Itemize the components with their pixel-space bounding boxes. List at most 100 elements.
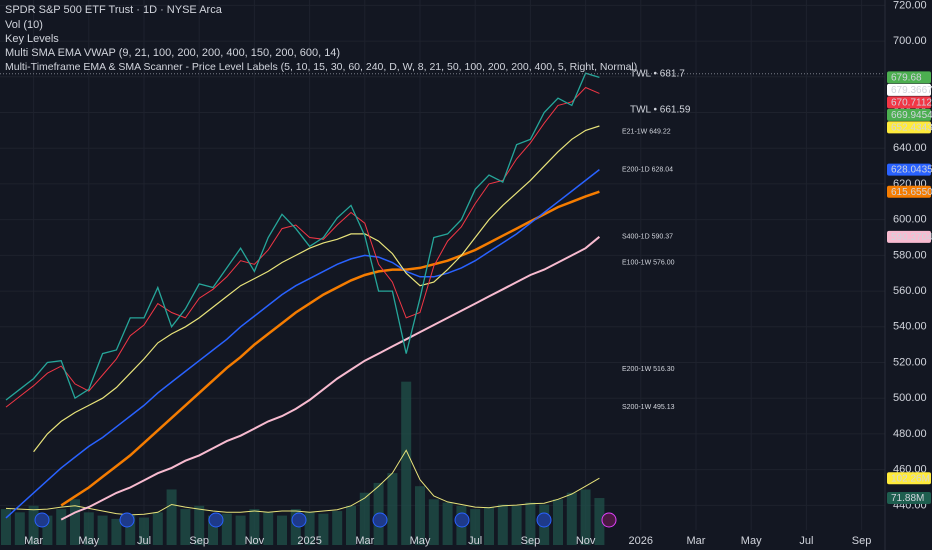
dividend-marker [208, 512, 224, 528]
x-tick-label: 2026 [629, 535, 653, 547]
y-tick-label: 560.00 [893, 285, 927, 297]
x-tick-label: Sep [852, 535, 872, 547]
x-tick-label: Nov [576, 535, 596, 547]
volume-bar [580, 489, 591, 545]
event-marker [601, 512, 617, 528]
chart-title: SPDR S&P 500 ETF Trust · 1D · NYSE Arca [5, 4, 223, 16]
volume-bar [42, 515, 53, 545]
price-label-box [887, 185, 931, 198]
volume-bar [249, 509, 260, 545]
x-tick-label: Nov [245, 535, 265, 547]
y-tick-label: 700.00 [893, 35, 927, 47]
dividend-marker [34, 512, 50, 528]
y-tick-label: 640.00 [893, 142, 927, 154]
price-label: 670.7112 [891, 97, 932, 108]
volume-bar [28, 505, 39, 545]
price-label: 102.26M [891, 473, 930, 484]
volume-bar [415, 486, 425, 545]
volume-bar [1, 509, 11, 545]
price-line [60, 236, 601, 521]
volume-bar [139, 517, 149, 545]
level-label: E21-1W 649.22 [622, 129, 671, 136]
volume-ma-line [5, 449, 600, 516]
price-label-box [887, 71, 931, 84]
volume-bar [428, 499, 439, 545]
price-line [5, 72, 600, 401]
price-label-box [887, 83, 931, 96]
volume-bar [14, 512, 25, 545]
volume-bar [359, 492, 370, 545]
volume-bar [235, 515, 246, 545]
level-label: E200-1D 628.04 [622, 166, 673, 173]
volume-bar [332, 511, 343, 545]
volume-bar [304, 512, 315, 545]
x-tick-label: May [410, 535, 431, 547]
volume-bar [511, 505, 522, 545]
volume-bar [111, 518, 122, 545]
indicator: Multi-Timeframe EMA & SMA Scanner - Pric… [5, 61, 637, 73]
price-label-box [887, 230, 931, 243]
volume-bar [290, 509, 301, 545]
x-tick-label: May [78, 535, 99, 547]
indicator: Key Levels [5, 33, 59, 45]
volume-bar [194, 505, 205, 545]
price-label: 679.3667 [891, 85, 932, 96]
y-tick-label: 720.00 [893, 0, 927, 11]
x-tick-label: Jul [137, 535, 151, 547]
level-label: S200-1W 495.13 [622, 404, 675, 411]
price-label-box [887, 472, 931, 485]
dividend-markers [34, 512, 617, 528]
price-label: 652.4343 [891, 122, 932, 133]
x-tick-label: Mar [687, 535, 706, 547]
price-label: 628.0435 [891, 165, 932, 176]
legend: SPDR S&P 500 ETF Trust · 1D · NYSE Arca … [5, 4, 637, 73]
volume-bar [525, 502, 536, 545]
x-tick-label: Mar [24, 535, 43, 547]
volume-bar [125, 515, 136, 545]
dividend-marker [454, 512, 470, 528]
volume-bar [442, 502, 453, 545]
volume-bar [97, 515, 108, 545]
indicator: Vol (10) [5, 19, 43, 31]
price-label-box [887, 121, 931, 134]
x-tick-label: Sep [189, 535, 209, 547]
dividend-marker [372, 512, 388, 528]
volume-bar [208, 515, 218, 545]
volume-bar [70, 499, 80, 545]
volume-bar [566, 492, 577, 545]
volume-bar [401, 381, 412, 545]
volume-bar [470, 509, 481, 545]
volume-bar [387, 473, 398, 545]
x-tick-label: Mar [355, 535, 374, 547]
y-tick-label: 520.00 [893, 356, 927, 368]
price-label: 669.9454 [891, 110, 932, 121]
volume-bar [497, 504, 508, 545]
volume-bar [594, 498, 605, 545]
volume-bar [166, 489, 177, 545]
level-label: E200-1W 516.30 [622, 366, 675, 373]
dividend-marker [119, 512, 135, 528]
price-line [33, 125, 600, 453]
y-tick-label: 600.00 [893, 214, 927, 226]
level-label: TWL • 681.7 [630, 68, 685, 79]
y-tick-label: 480.00 [893, 428, 927, 440]
volume-bar [318, 513, 329, 545]
dividend-marker [291, 512, 307, 528]
price-line [60, 190, 600, 507]
price-label-box [887, 96, 931, 109]
price-label-box [887, 163, 931, 176]
volume-bar [484, 507, 494, 545]
volume-bar [553, 499, 563, 545]
price-label-box [887, 108, 931, 121]
x-tick-label: Jul [468, 535, 482, 547]
volume-bar [180, 509, 191, 545]
x-tick-label: Sep [521, 535, 541, 547]
price-label-box [887, 492, 931, 505]
x-tick-label: Jul [799, 535, 813, 547]
level-label: TWL • 661.59 [630, 104, 691, 115]
x-tick-label: 2025 [297, 535, 321, 547]
dividend-marker [536, 512, 552, 528]
y-tick-label: 580.00 [893, 249, 927, 261]
